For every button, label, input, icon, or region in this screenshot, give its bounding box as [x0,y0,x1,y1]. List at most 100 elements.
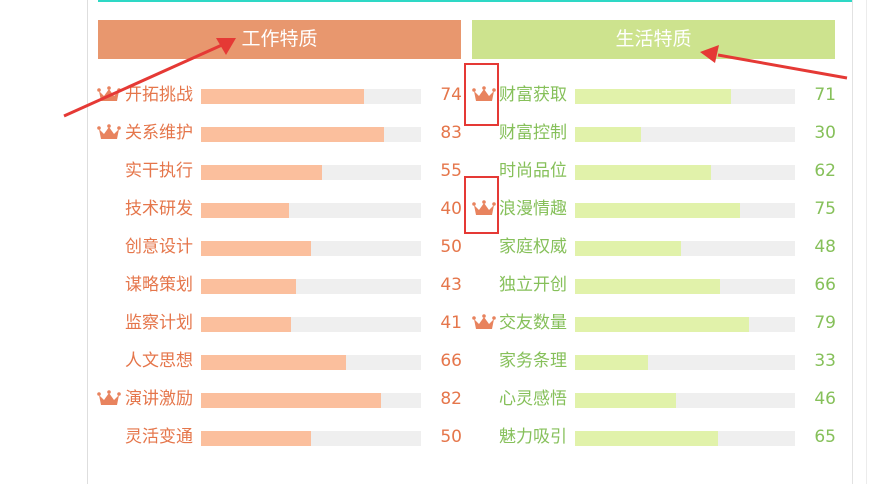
top-accent-stripe [98,0,852,2]
crown-icon [97,390,121,408]
work-trait-row: 关系维护 83 [0,122,875,144]
work-trait-bar-track [201,203,421,218]
life-trait-value: 46 [814,389,836,409]
work-trait-value: 66 [440,351,462,371]
life-trait-label: 家务条理 [499,351,567,371]
life-trait-bar-fill [575,165,712,180]
life-trait-label: 家庭权威 [499,237,567,257]
life-trait-label: 独立开创 [499,275,567,295]
work-trait-bar-track [201,431,421,446]
work-trait-row: 人文思想 66 [0,350,875,372]
life-trait-bar-fill [575,89,732,104]
work-trait-bar-fill [201,393,382,408]
work-trait-value: 82 [440,389,462,409]
work-traits-title: 工作特质 [241,28,318,50]
life-trait-label: 交友数量 [499,313,567,333]
life-trait-value: 33 [814,351,836,371]
work-trait-bar-track [201,317,421,332]
life-trait-bar-fill [575,127,641,142]
work-trait-label: 人文思想 [125,351,193,371]
work-trait-bar-fill [201,127,384,142]
life-trait-row: 时尚品位 62 [0,160,875,182]
life-trait-value: 66 [814,275,836,295]
life-trait-value: 62 [814,161,836,181]
work-trait-label: 实干执行 [125,161,193,181]
crown-icon [472,200,496,218]
life-trait-bar-fill [575,203,740,218]
work-trait-row: 技术研发 40 [0,198,875,220]
life-trait-label: 浪漫情趣 [499,199,567,219]
life-trait-value: 79 [814,313,836,333]
work-trait-bar-fill [201,241,311,256]
crown-icon [472,314,496,332]
work-trait-label: 关系维护 [125,123,193,143]
life-trait-bar-fill [575,317,749,332]
life-traits-title: 生活特质 [615,28,692,50]
life-trait-bar-fill [575,431,718,446]
life-trait-row: 浪漫情趣 75 [0,198,875,220]
life-trait-bar-fill [575,279,721,294]
work-trait-bar-fill [201,431,311,446]
life-trait-bar-track [575,393,795,408]
life-trait-bar-track [575,165,795,180]
work-trait-bar-track [201,393,421,408]
annotation-highlight-box-2 [464,176,499,234]
work-trait-bar-fill [201,89,364,104]
work-trait-value: 43 [440,275,462,295]
life-trait-row: 交友数量 79 [0,312,875,334]
life-traits-header: 生活特质 [472,20,835,59]
work-trait-value: 50 [440,427,462,447]
annotation-highlight-box-1 [464,63,499,126]
life-trait-value: 48 [814,237,836,257]
work-trait-value: 40 [440,199,462,219]
crown-icon [97,124,121,142]
work-trait-bar-fill [201,317,292,332]
life-trait-row: 独立开创 66 [0,274,875,296]
work-trait-value: 74 [440,85,462,105]
life-trait-bar-track [575,127,795,142]
life-trait-row: 家务条理 33 [0,350,875,372]
panel-right-border [852,0,853,484]
work-trait-bar-track [201,89,421,104]
work-trait-row: 实干执行 55 [0,160,875,182]
work-trait-value: 50 [440,237,462,257]
work-trait-label: 谋略策划 [125,275,193,295]
work-trait-bar-fill [201,279,296,294]
work-trait-value: 41 [440,313,462,333]
life-trait-value: 75 [814,199,836,219]
life-trait-row: 魅力吸引 65 [0,426,875,448]
life-trait-bar-fill [575,393,677,408]
life-trait-bar-track [575,317,795,332]
work-trait-bar-fill [201,203,289,218]
work-trait-bar-fill [201,165,322,180]
work-trait-label: 创意设计 [125,237,193,257]
life-trait-row: 财富控制 30 [0,122,875,144]
work-trait-label: 技术研发 [125,199,193,219]
work-trait-row: 监察计划 41 [0,312,875,334]
life-trait-bar-track [575,355,795,370]
work-trait-bar-track [201,241,421,256]
life-trait-bar-track [575,89,795,104]
life-trait-bar-track [575,431,795,446]
work-trait-row: 谋略策划 43 [0,274,875,296]
work-trait-label: 灵活变通 [125,427,193,447]
life-trait-row: 家庭权威 48 [0,236,875,258]
work-trait-row: 创意设计 50 [0,236,875,258]
life-trait-label: 时尚品位 [499,161,567,181]
work-traits-header: 工作特质 [98,20,461,59]
panel-right-border-outer [866,0,867,484]
life-trait-value: 65 [814,427,836,447]
crown-icon [472,86,496,104]
life-trait-bar-fill [575,355,648,370]
life-trait-bar-track [575,279,795,294]
life-trait-bar-fill [575,241,681,256]
work-trait-value: 83 [440,123,462,143]
work-trait-bar-track [201,165,421,180]
work-trait-bar-track [201,279,421,294]
life-trait-label: 魅力吸引 [499,427,567,447]
work-trait-label: 监察计划 [125,313,193,333]
work-trait-bar-fill [201,355,347,370]
life-trait-bar-track [575,203,795,218]
life-trait-label: 心灵感悟 [499,389,567,409]
life-trait-label: 财富获取 [499,85,567,105]
